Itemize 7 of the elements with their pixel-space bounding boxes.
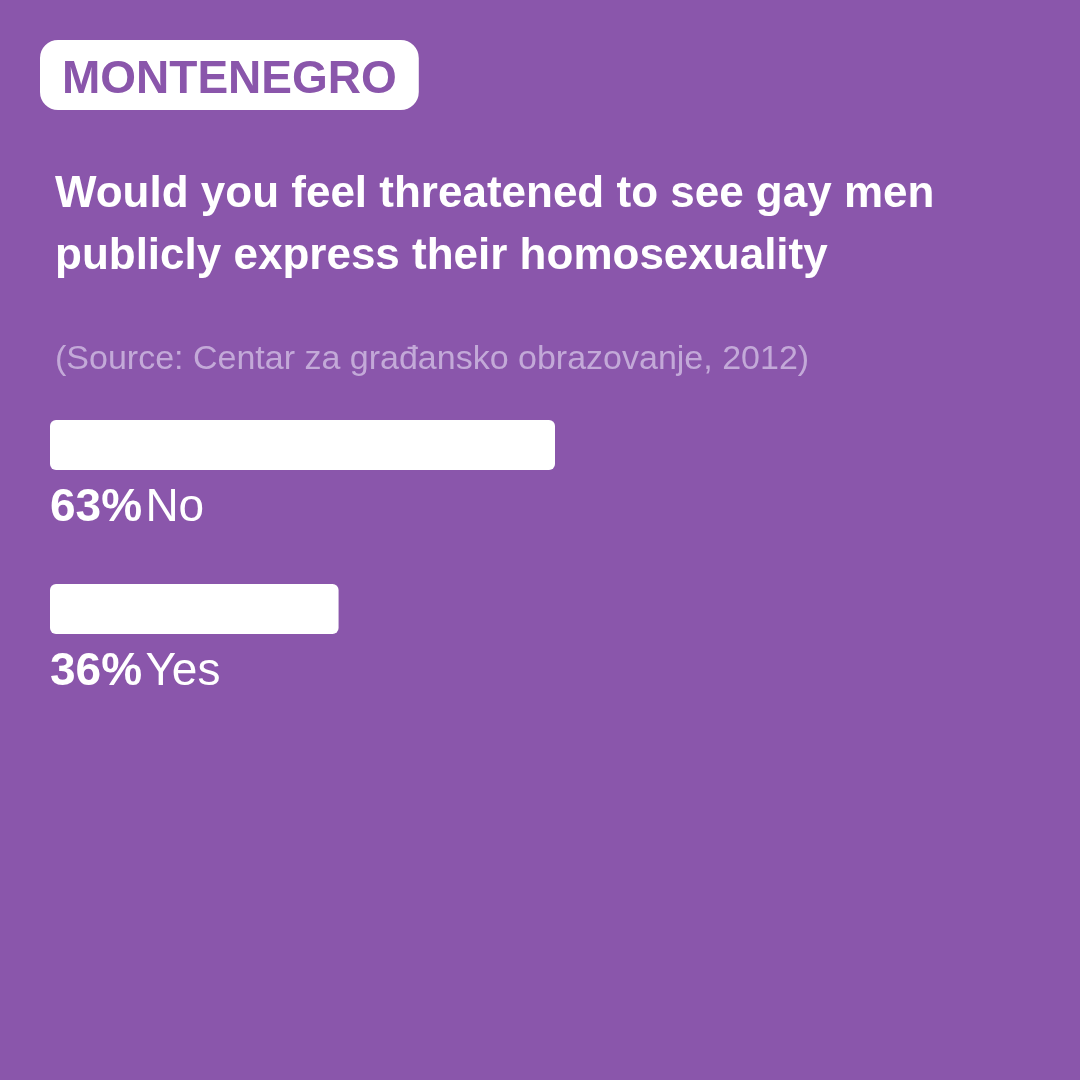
- data-label: 36%: [50, 643, 143, 695]
- chart-title: MONTENEGRO: [62, 51, 397, 103]
- y-tick-label: Yes: [145, 643, 221, 695]
- data-label: 63%: [50, 479, 143, 531]
- chart-subtitle: Would you feel threatened to see gay men publicly express their homosexuality: [55, 166, 947, 278]
- y-tick-label: No: [145, 479, 205, 531]
- text: (Source: Centar za građansko obrazovanje, 2012): [55, 338, 810, 376]
